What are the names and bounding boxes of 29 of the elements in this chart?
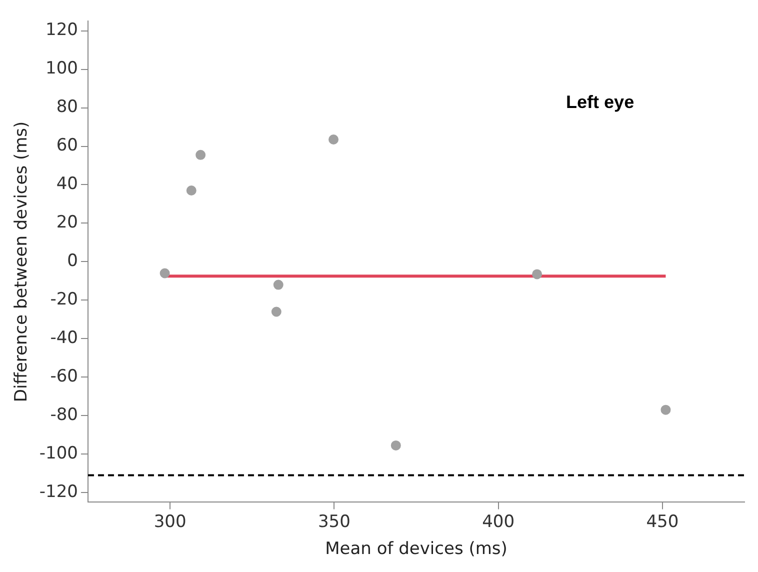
x-tick-label: 350 [318, 512, 350, 532]
y-tick-label: -120 [39, 482, 78, 502]
y-tick-label: -80 [50, 405, 78, 426]
point [328, 134, 339, 145]
point [271, 306, 282, 317]
x-axis-title: Mean of devices (ms) [325, 539, 508, 560]
point [160, 268, 170, 278]
y-tick-label: 20 [56, 212, 78, 233]
point [186, 186, 196, 196]
x-tick-label: 300 [154, 512, 186, 532]
y-tick-label: 60 [56, 136, 78, 156]
y-tick-label: -60 [50, 366, 78, 387]
point [196, 150, 206, 160]
y-tick-label: 120 [46, 20, 78, 40]
point [390, 440, 401, 450]
y-tick-label: 0 [67, 251, 78, 272]
x-tick-label: 400 [482, 512, 515, 532]
annotation: Left eye [566, 92, 634, 112]
y-tick-label: -40 [50, 328, 78, 348]
y-axis-title: Difference between devices (ms) [12, 121, 32, 402]
y-tick-label: 40 [56, 174, 78, 194]
y-tick-label: -100 [39, 444, 78, 464]
point [532, 269, 542, 280]
point [660, 404, 671, 415]
y-tick-label: 100 [46, 58, 78, 79]
x-tick-label: 450 [646, 512, 679, 532]
point [273, 280, 284, 290]
y-tick-label: -20 [50, 290, 78, 310]
y-tick-label: 80 [56, 97, 78, 118]
